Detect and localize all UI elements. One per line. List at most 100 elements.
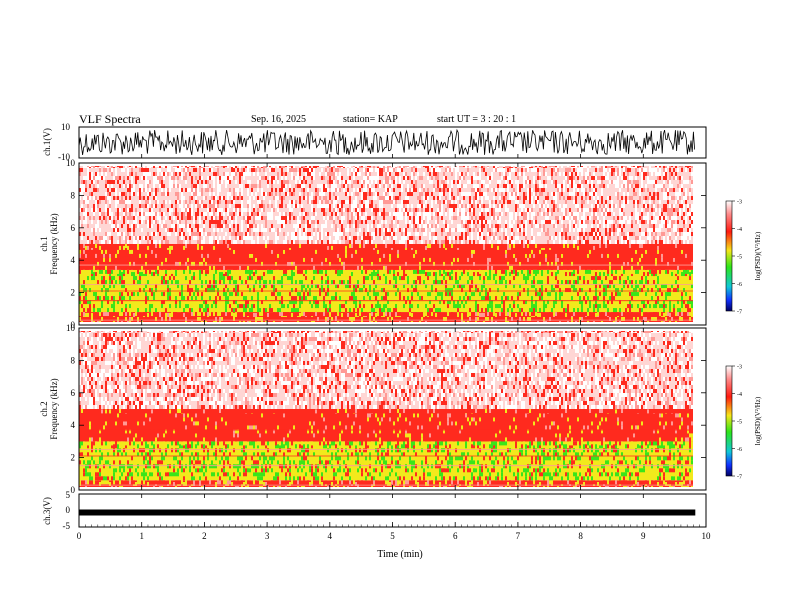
- spectrogram-cell: [447, 280, 449, 285]
- spectrogram-cell: [79, 312, 81, 317]
- spectrogram-cell: [331, 180, 333, 184]
- spectrogram-cell: [391, 236, 393, 240]
- spectrogram-cell: [405, 265, 407, 270]
- spectrogram-cell: [175, 212, 177, 216]
- spectrogram-cell: [209, 236, 211, 240]
- spectrogram-cell: [309, 168, 311, 172]
- spectrogram-cell: [463, 192, 465, 196]
- spectrogram-cell: [357, 166, 359, 168]
- spectrogram-cell: [135, 265, 137, 270]
- spectrogram-cell: [347, 180, 349, 184]
- spectrogram-cell: [227, 296, 229, 301]
- spectrogram-cell: [233, 280, 235, 285]
- spectrogram-cell: [219, 176, 221, 180]
- spectrogram-cell: [155, 272, 157, 277]
- spectrogram-cell: [83, 212, 85, 216]
- spectrogram-cell: [297, 204, 299, 208]
- spectrogram-cell: [271, 269, 273, 274]
- spectrogram-cell: [307, 276, 309, 281]
- spectrogram-cell: [279, 308, 281, 313]
- spectrogram-cell: [227, 257, 229, 262]
- spectrogram-cell: [97, 288, 99, 293]
- spectrogram-cell: [457, 192, 459, 196]
- spectrogram-cell: [405, 228, 407, 232]
- spectrogram-cell: [93, 176, 95, 180]
- spectrogram-cell: [315, 284, 317, 289]
- spectrogram-cell: [433, 272, 435, 277]
- spectrogram-cell: [169, 180, 171, 184]
- spectrogram-cell: [237, 204, 239, 208]
- spectrogram-cell: [229, 257, 231, 262]
- spectrogram-cell: [451, 166, 453, 168]
- spectrogram-cell: [449, 216, 451, 220]
- spectrogram-cell: [325, 188, 327, 192]
- spectrogram-cell: [377, 249, 379, 254]
- spectrogram-cell: [81, 304, 83, 309]
- spectrogram-cell: [245, 296, 247, 301]
- spectrogram-cell: [301, 208, 303, 212]
- spectrogram-cell: [223, 261, 225, 266]
- spectrogram-cell: [477, 172, 479, 176]
- spectrogram-cell: [187, 244, 189, 248]
- spectrogram-cell: [245, 321, 247, 322]
- spectrogram-cell: [163, 200, 165, 204]
- spectrogram-cell: [83, 216, 85, 220]
- spectrogram-cell: [159, 168, 161, 172]
- spectrogram-cell: [169, 313, 171, 317]
- spectrogram-cell: [117, 257, 119, 262]
- spectrogram-cell: [173, 216, 175, 220]
- spectrogram-cell: [425, 192, 427, 196]
- spectrogram-cell: [347, 284, 349, 289]
- spectrogram-cell: [341, 208, 343, 212]
- spectrogram-cell: [359, 166, 361, 168]
- spectrogram-cell: [243, 300, 245, 305]
- spectrogram-cell: [379, 244, 381, 248]
- spectrogram-cell: [307, 168, 309, 172]
- spectrogram-cell: [199, 300, 201, 305]
- spectrogram-cell: [361, 321, 363, 322]
- spectrogram-cell: [219, 300, 221, 305]
- spectrogram-cell: [181, 284, 183, 289]
- spectrogram-cell: [403, 284, 405, 289]
- spectrogram-cell: [469, 284, 471, 289]
- spectrogram-cell: [289, 261, 291, 266]
- spectrogram-cell: [389, 304, 391, 309]
- spectrogram-cell: [123, 232, 125, 236]
- spectrogram-cell: [343, 216, 345, 220]
- spectrogram-cell: [113, 304, 115, 309]
- spectrogram-cell: [385, 228, 387, 232]
- spectrogram-cell: [239, 184, 241, 188]
- spectrogram-cell: [125, 244, 127, 248]
- spectrogram-cell: [233, 249, 235, 254]
- spectrogram-cell: [393, 216, 395, 220]
- spectrogram-cell: [245, 280, 247, 285]
- spectrogram-cell: [345, 249, 347, 254]
- spectrogram-cell: [213, 312, 215, 317]
- spectrogram-cell: [197, 244, 199, 248]
- spectrogram-cell: [371, 276, 373, 281]
- spectrogram-cell: [477, 288, 479, 293]
- spectrogram-cell: [233, 228, 235, 232]
- spectrogram-cell: [365, 196, 367, 200]
- spectrogram-cell: [263, 280, 265, 285]
- spectrogram-cell: [251, 249, 253, 254]
- spectrogram-cell: [227, 172, 229, 176]
- spectrogram-cell: [187, 261, 189, 266]
- spectrogram-cell: [143, 212, 145, 216]
- spectrogram-cell: [419, 236, 421, 240]
- spectrogram-cell: [247, 168, 249, 172]
- spectrogram-cell: [123, 168, 125, 172]
- spectrogram-cell: [341, 304, 343, 309]
- spectrogram-cell: [95, 200, 97, 204]
- spectrogram-cell: [173, 172, 175, 176]
- spectrogram-cell: [233, 288, 235, 293]
- spectrogram-cell: [97, 269, 99, 274]
- spectrogram-cell: [273, 249, 275, 254]
- spectrogram-cell: [177, 184, 179, 188]
- spectrogram-cell: [263, 253, 265, 258]
- spectrogram-cell: [331, 308, 333, 313]
- spectrogram-cell: [163, 257, 165, 262]
- spectrogram-cell: [413, 249, 415, 254]
- spectrogram-cell: [401, 249, 403, 254]
- spectrogram-cell: [249, 269, 251, 274]
